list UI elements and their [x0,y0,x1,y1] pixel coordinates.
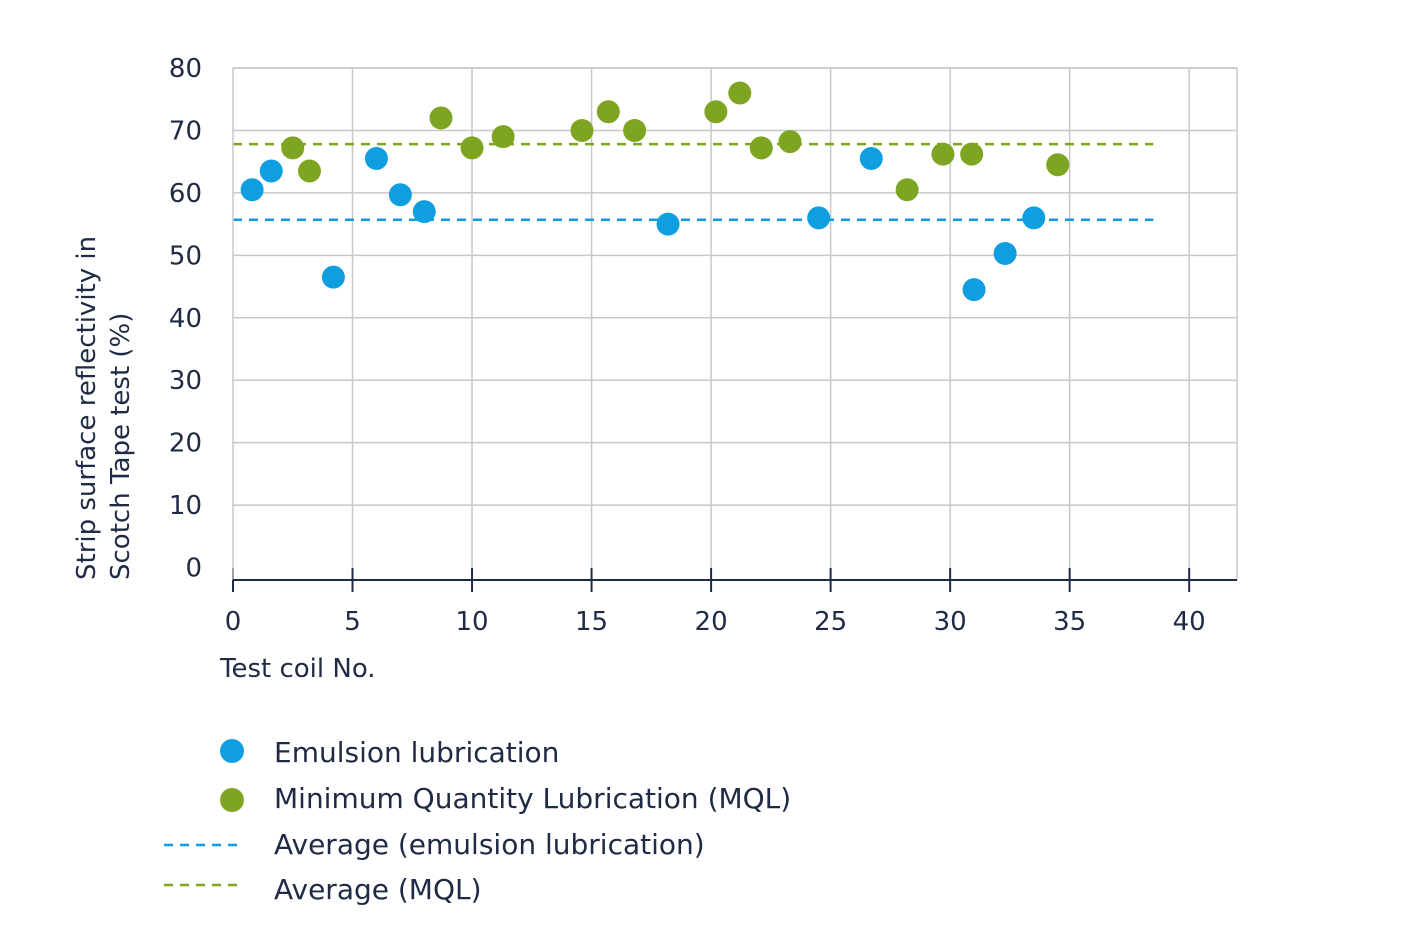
x-tick-label: 10 [456,607,489,637]
point-emulsion [859,147,883,171]
legend-marker-mql [220,788,244,812]
x-tick-label: 40 [1173,607,1206,637]
point-mql [281,136,305,160]
point-emulsion [321,265,345,289]
x-tick-label: 0 [225,607,242,637]
y-tick-label: 70 [169,116,202,146]
x-tick-label: 5 [344,607,361,637]
y-tick-labels: 0 10 20 30 40 50 60 70 80 [169,54,202,584]
point-emulsion [1022,206,1046,230]
point-mql [1046,153,1070,177]
y-axis-label: Strip surface reflectivity in Scotch Tap… [72,228,136,580]
point-mql [297,159,321,183]
point-mql [704,100,728,124]
point-mql [895,178,919,202]
point-emulsion [240,178,264,202]
point-mql [460,136,484,160]
point-mql [596,100,620,124]
y-tick-label: 0 [185,554,202,584]
axes [232,68,1237,592]
y-tick-label: 20 [169,429,202,459]
point-mql [931,142,955,166]
data-points [240,81,1070,302]
point-mql [570,118,594,142]
y-tick-label: 80 [169,54,202,84]
point-emulsion [364,147,388,171]
point-mql [429,106,453,130]
x-tick-label: 20 [695,607,728,637]
x-tick-label: 35 [1053,607,1086,637]
legend-label-avg-emulsion: Average (emulsion lubrication) [274,828,705,861]
legend-marker-emulsion [220,739,244,763]
point-mql [749,136,773,160]
point-emulsion [993,241,1017,265]
y-axis-label-line-2: Scotch Tape test (%) [106,313,136,580]
point-emulsion [259,159,283,183]
y-tick-label: 60 [169,179,202,209]
legend: Emulsion lubrication Minimum Quantity Lu… [164,736,791,906]
y-tick-label: 40 [169,304,202,334]
point-emulsion [412,200,436,224]
legend-label-mql: Minimum Quantity Lubrication (MQL) [274,782,791,815]
y-tick-label: 10 [169,491,202,521]
point-mql [623,118,647,142]
point-mql [778,130,802,154]
point-mql [960,142,984,166]
x-tick-label: 30 [934,607,967,637]
x-axis-label: Test coil No. [219,654,376,684]
y-axis-label-line-1: Strip surface reflectivity in [72,236,102,580]
x-tick-label: 25 [814,607,847,637]
legend-label-avg-mql: Average (MQL) [274,873,482,906]
x-tick-label: 15 [575,607,608,637]
point-emulsion [388,183,412,207]
y-tick-label: 50 [169,241,202,271]
point-emulsion [807,206,831,230]
point-mql [728,81,752,105]
x-tick-labels: 0 5 10 15 20 25 30 35 40 [225,607,1206,637]
legend-label-emulsion: Emulsion lubrication [274,736,559,769]
point-emulsion [656,212,680,236]
point-mql [491,125,515,149]
y-tick-label: 30 [169,366,202,396]
point-emulsion [962,278,986,302]
